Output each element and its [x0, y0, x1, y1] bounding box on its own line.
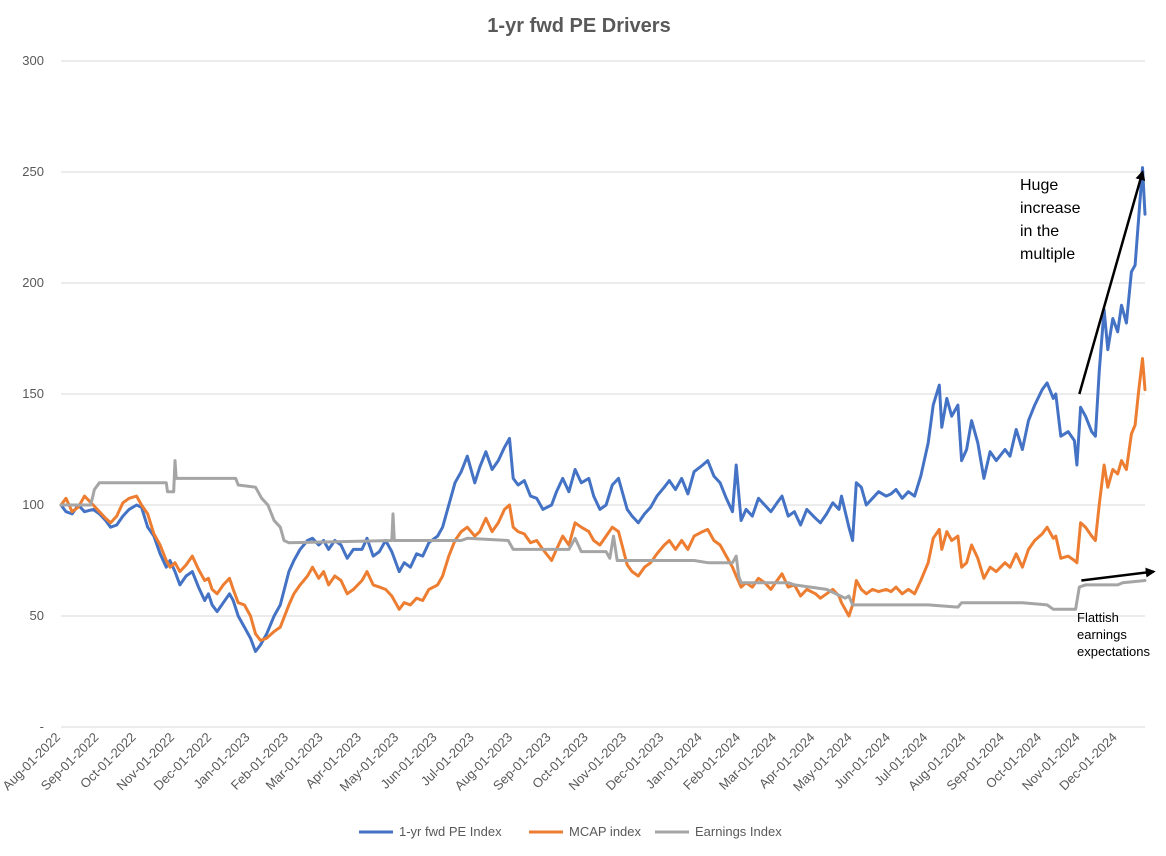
- annotation-text-multiple: increase: [1020, 200, 1081, 217]
- annotation-text-earnings: expectations: [1077, 644, 1150, 659]
- annotation-text-earnings: earnings: [1077, 627, 1127, 642]
- y-tick-label: 150: [22, 386, 44, 401]
- annotation-arrow-earnings: [1081, 567, 1156, 582]
- gridlines: [61, 60, 1145, 728]
- y-tick-label: 250: [22, 164, 44, 179]
- series-line-1: [59, 357, 1147, 642]
- annotation-text-multiple: Huge: [1020, 177, 1058, 194]
- y-tick-label: 200: [22, 275, 44, 290]
- y-tick-label: 300: [22, 53, 44, 68]
- series-group: [59, 166, 1147, 653]
- chart-title: 1-yr fwd PE Drivers: [487, 15, 670, 37]
- x-axis: Aug-01-2022Sep-01-2022Oct-01-2022Nov-01-…: [0, 730, 1120, 795]
- y-tick-label: -: [40, 719, 44, 734]
- series-line-0: [59, 166, 1147, 653]
- y-tick-label: 100: [22, 497, 44, 512]
- legend: 1-yr fwd PE Index MCAP index Earnings Inde…: [359, 824, 782, 839]
- annotations: Huge increase in the multiple Flattish earnin…: [1020, 170, 1156, 659]
- legend-label-2: Earnings Index: [695, 824, 782, 839]
- annotation-text-multiple: in the: [1020, 223, 1059, 240]
- annotation-text-earnings: Flattish: [1077, 610, 1119, 625]
- y-axis: - 50 100 150 200 250 300: [22, 53, 44, 734]
- annotation-text-multiple: multiple: [1020, 246, 1075, 263]
- annotation-arrow-multiple: [1078, 170, 1146, 395]
- series-line-2: [59, 459, 1147, 611]
- y-tick-label: 50: [30, 608, 44, 623]
- legend-label-0: 1-yr fwd PE Index: [399, 824, 502, 839]
- legend-label-1: MCAP index: [569, 824, 642, 839]
